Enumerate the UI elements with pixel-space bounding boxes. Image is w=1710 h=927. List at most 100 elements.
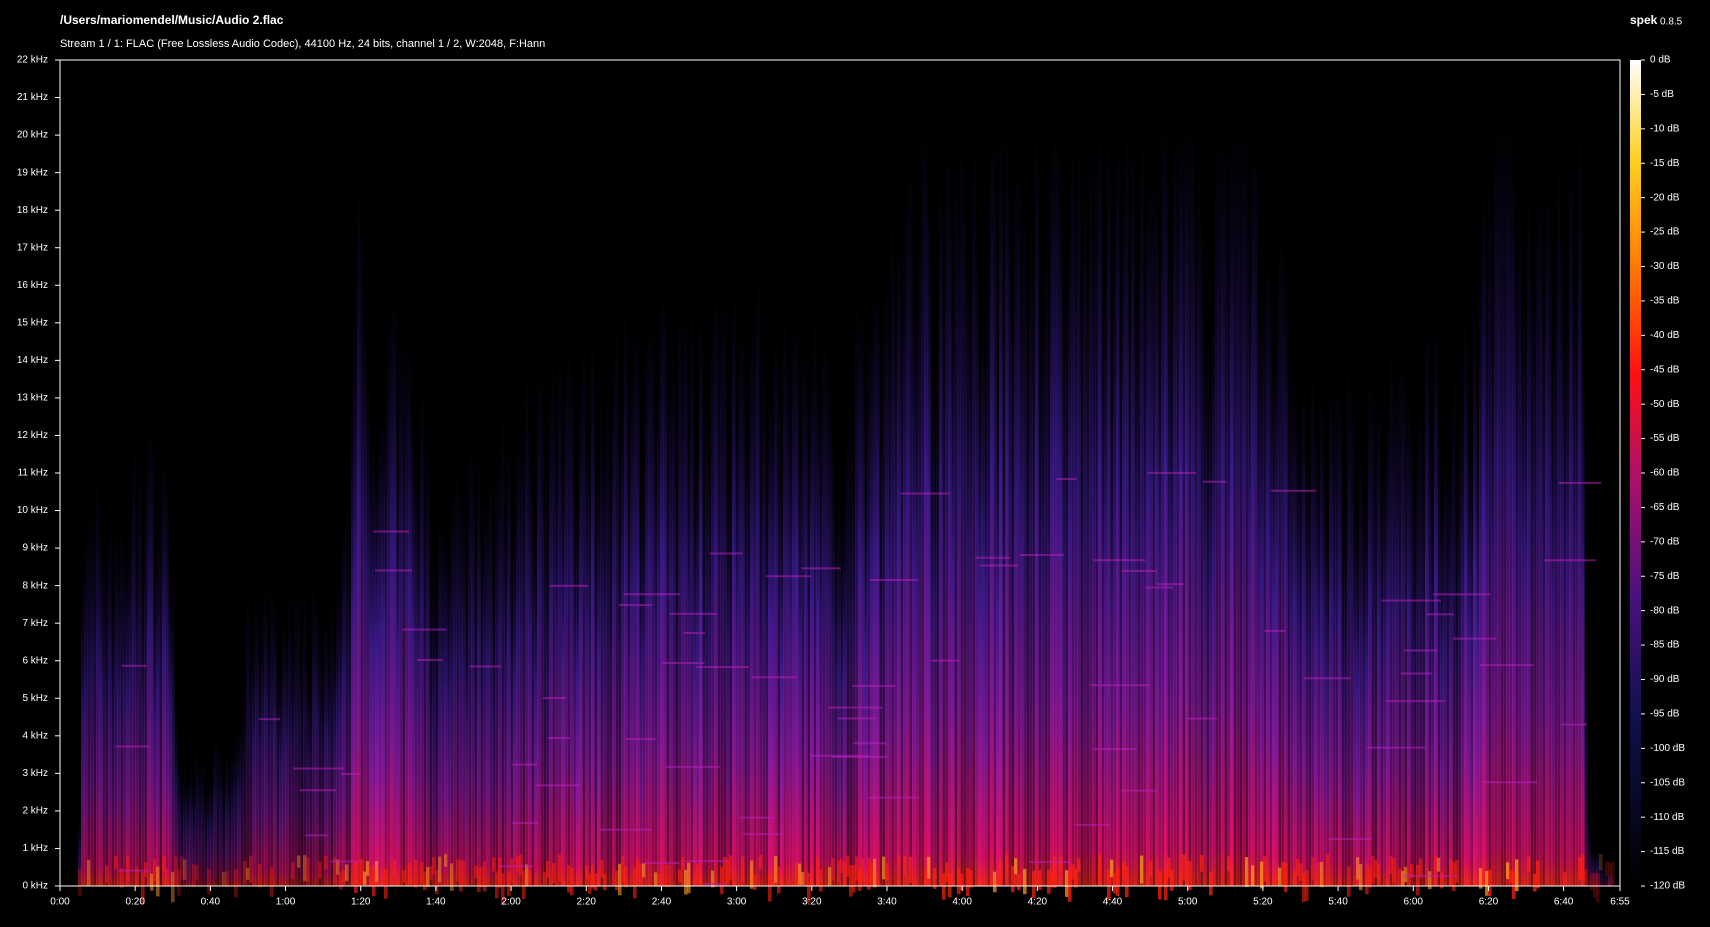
spectrogram-column bbox=[585, 430, 589, 886]
spectrogram-low-band bbox=[1038, 869, 1042, 890]
spectrogram-column bbox=[1239, 117, 1243, 886]
spectrogram-column bbox=[1398, 354, 1402, 886]
spectrogram-column bbox=[864, 464, 868, 886]
spectrogram-low-band bbox=[1449, 858, 1453, 884]
time-label: 6:40 bbox=[1554, 897, 1574, 908]
spectrogram-column bbox=[426, 438, 430, 886]
spectrogram-column bbox=[1167, 230, 1171, 886]
spectrogram-column bbox=[1347, 346, 1351, 886]
spectrogram-column bbox=[270, 570, 274, 886]
spectrogram-low-band bbox=[414, 859, 418, 888]
harmonic-line bbox=[1483, 781, 1538, 784]
frequency-label: 12 kHz bbox=[17, 430, 48, 441]
spectrogram-column bbox=[600, 385, 604, 886]
spectrogram-column bbox=[432, 559, 436, 886]
spectrogram-column bbox=[909, 146, 913, 886]
spectrogram-column bbox=[123, 542, 127, 886]
spectrogram-low-band bbox=[1302, 873, 1306, 902]
spectrogram-low-band bbox=[177, 869, 181, 896]
spectrogram-low-band bbox=[1032, 870, 1036, 899]
spectrogram-column bbox=[915, 316, 919, 886]
harmonic-line bbox=[511, 763, 538, 766]
spectrogram-column bbox=[1443, 449, 1447, 886]
spectrogram-column bbox=[1557, 136, 1561, 886]
spectrogram-column bbox=[1254, 117, 1258, 886]
spectrogram-low-band bbox=[999, 860, 1003, 885]
spectrogram-low-band bbox=[774, 856, 778, 883]
frequency-label: 5 kHz bbox=[22, 693, 48, 704]
spectrogram-column bbox=[705, 373, 709, 886]
harmonic-line bbox=[837, 717, 877, 720]
spectrogram-low-band bbox=[105, 865, 109, 884]
spectrogram-column bbox=[342, 515, 346, 886]
harmonic-line bbox=[1303, 677, 1351, 680]
spectrogram-column bbox=[1269, 278, 1273, 886]
spectrogram-column bbox=[1206, 327, 1210, 886]
color-scale-label: -95 dB bbox=[1650, 709, 1680, 720]
spectrogram-column bbox=[1572, 260, 1576, 887]
spectrogram-column bbox=[1119, 342, 1123, 886]
spectrogram-low-band bbox=[615, 870, 619, 891]
spectrogram-column bbox=[1611, 873, 1615, 886]
spectrogram-low-band bbox=[711, 870, 715, 888]
spectrogram-column bbox=[687, 431, 691, 886]
spectrogram-low-band bbox=[225, 871, 229, 888]
spectrogram-low-band bbox=[1122, 862, 1126, 878]
spectrogram-low-band bbox=[1437, 857, 1441, 872]
color-scale-label: -85 dB bbox=[1650, 640, 1680, 651]
spectrogram-column bbox=[330, 590, 334, 886]
spectrogram-column bbox=[210, 784, 214, 886]
time-label: 0:20 bbox=[125, 897, 145, 908]
spectrogram-low-band bbox=[729, 855, 733, 881]
spectrogram-column bbox=[1494, 117, 1498, 886]
spectrogram-low-band bbox=[1581, 854, 1585, 880]
spectrogram-low-band bbox=[372, 865, 376, 897]
spectrogram-column bbox=[1473, 309, 1477, 886]
spectrogram-low-band bbox=[1311, 857, 1315, 880]
spectrogram-column bbox=[489, 466, 493, 886]
spectrogram-column bbox=[699, 311, 703, 886]
spectrogram-column bbox=[1326, 518, 1330, 886]
spectrogram-column bbox=[81, 576, 85, 886]
spectrogram-column bbox=[1224, 117, 1228, 886]
spectrogram-column bbox=[1533, 255, 1537, 886]
spectrogram-column bbox=[987, 261, 991, 886]
spectrogram-column bbox=[855, 284, 859, 886]
spectrogram-low-band bbox=[957, 867, 961, 895]
spectrogram-column bbox=[984, 353, 988, 886]
time-label: 4:00 bbox=[952, 897, 972, 908]
spectrogram-column bbox=[1467, 438, 1471, 886]
color-scale-label: -5 dB bbox=[1650, 89, 1674, 100]
spectrogram-low-band bbox=[495, 871, 499, 899]
spectrogram-low-band bbox=[246, 867, 250, 880]
spectrogram-column bbox=[1380, 465, 1384, 886]
spectrogram-column bbox=[1248, 255, 1252, 886]
spectrogram-column bbox=[678, 279, 682, 886]
spectrogram-column bbox=[1311, 358, 1315, 886]
spectrogram-column bbox=[561, 470, 565, 886]
spectrogram-column bbox=[339, 573, 343, 886]
harmonic-line bbox=[511, 822, 539, 825]
spectrogram-column bbox=[1602, 862, 1606, 886]
spectrogram-low-band bbox=[687, 862, 691, 894]
spectrogram-column bbox=[459, 492, 463, 886]
spectrogram-low-band bbox=[642, 863, 646, 878]
spectrogram-low-band bbox=[1359, 864, 1363, 891]
harmonic-line bbox=[258, 718, 281, 721]
spectrogram-low-band bbox=[633, 867, 637, 899]
color-scale-label: -10 dB bbox=[1650, 123, 1680, 134]
spectrogram-column bbox=[1308, 433, 1312, 886]
frequency-label: 17 kHz bbox=[17, 242, 48, 253]
spectrogram-low-band bbox=[408, 862, 412, 884]
spectrogram-column bbox=[1014, 176, 1018, 887]
frequency-label: 9 kHz bbox=[22, 543, 48, 554]
frequency-label: 10 kHz bbox=[17, 505, 48, 516]
spectrogram-column bbox=[939, 163, 943, 886]
spectrogram-low-band bbox=[1245, 857, 1249, 887]
spectrogram-low-band bbox=[1536, 860, 1540, 889]
spectrogram-column bbox=[411, 417, 415, 886]
harmonic-line bbox=[542, 697, 567, 700]
spectrogram-column bbox=[258, 643, 262, 886]
spectrogram-column bbox=[900, 288, 904, 886]
spectrogram-column bbox=[309, 668, 313, 886]
